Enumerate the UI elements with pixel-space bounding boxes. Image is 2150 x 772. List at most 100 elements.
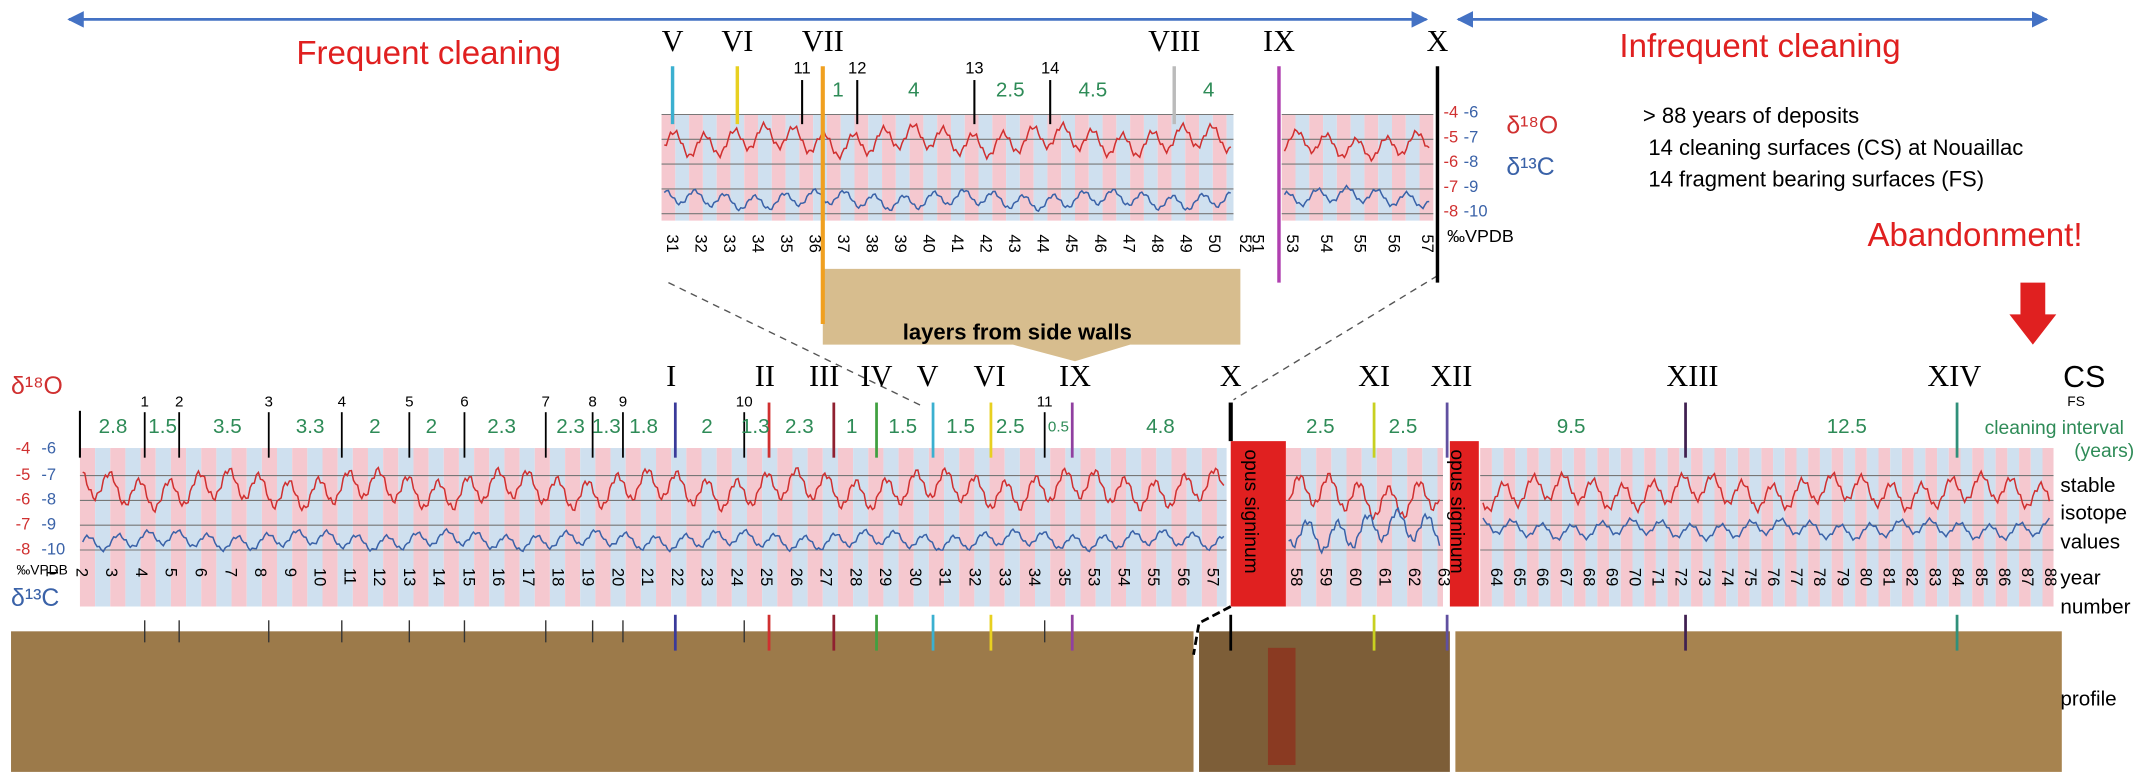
d13c-tick: -6: [41, 439, 56, 458]
interval-unit: (years): [2074, 441, 2134, 462]
interval: 0.5: [1048, 418, 1069, 435]
year-number: 45: [1062, 234, 1081, 252]
year-stripe: [1035, 448, 1051, 607]
cleaning-number: 7: [542, 394, 550, 411]
year-number: 7: [221, 568, 240, 577]
year-stripe: [898, 448, 914, 607]
year-stripe: [792, 448, 808, 607]
year-number: 52: [1236, 234, 1255, 252]
fs-label: FS: [2067, 394, 2085, 409]
year-number: 53: [1283, 234, 1302, 252]
year-stripe: [1212, 114, 1227, 221]
surface-label: XI: [1358, 359, 1390, 393]
d13c-tick: -10: [1464, 202, 1488, 221]
year-stripe: [1186, 448, 1202, 607]
year-number: 76: [1764, 568, 1783, 586]
year-stripe: [1216, 448, 1227, 607]
year-stripe: [443, 448, 459, 607]
year-number: 57: [1204, 568, 1223, 586]
year-stripe: [822, 448, 838, 607]
year-stripe: [549, 448, 566, 607]
year-number: 47: [1119, 234, 1138, 252]
year-number: 73: [1695, 568, 1714, 586]
year-stripe: [1749, 448, 1762, 607]
year-number: 4: [132, 568, 151, 577]
year-stripe: [1006, 114, 1020, 221]
year-stripe: [701, 448, 717, 607]
year-number: 62: [1405, 568, 1424, 586]
surface-label: V: [917, 359, 939, 393]
year-number: 3: [102, 568, 121, 577]
year-stripe: [1972, 448, 1984, 607]
year-number: 54: [1114, 568, 1133, 586]
year-number: 66: [1533, 568, 1552, 586]
year-stripe: [671, 448, 687, 607]
surface-label: VII: [802, 24, 844, 58]
row-label: stable: [2060, 474, 2115, 497]
interval: 1.8: [629, 415, 658, 438]
year-stripe: [1295, 114, 1310, 221]
year-number: 51: [1249, 234, 1268, 252]
year-number: 15: [459, 568, 478, 586]
year-stripe: [110, 448, 126, 607]
year-stripe: [1784, 448, 1797, 607]
year-stripe: [853, 448, 869, 607]
interval: 4: [908, 79, 920, 102]
year-stripe: [2030, 448, 2043, 607]
photo-label: layers from side walls: [903, 319, 1132, 344]
d13c-label: δ¹³C: [11, 585, 59, 612]
year-number: 34: [748, 234, 767, 252]
year-number: 86: [1995, 568, 2014, 586]
photo-segment: [1455, 631, 2062, 772]
interval-label: cleaning interval: [1985, 418, 2124, 439]
interval: 2.8: [99, 415, 128, 438]
year-stripe: [216, 448, 232, 607]
year-number: 67: [1556, 568, 1575, 586]
year-stripe: [1391, 448, 1408, 607]
year-stripe: [1075, 114, 1089, 221]
year-stripe: [1422, 448, 1438, 607]
abandonment-label: Abandonment!: [1867, 217, 2082, 254]
interval: 2.5: [996, 415, 1025, 438]
year-number: 25: [757, 568, 776, 586]
year-number: 70: [1626, 568, 1645, 586]
year-stripe: [246, 448, 262, 607]
year-stripe: [1331, 448, 1347, 607]
year-stripe: [1843, 448, 1856, 607]
year-number: 28: [846, 568, 865, 586]
year-stripe: [978, 114, 993, 221]
surface-label: VIII: [1148, 24, 1200, 58]
year-stripe: [1199, 114, 1213, 221]
cleaning-number: 11: [1037, 394, 1053, 411]
year-stripe: [1110, 448, 1126, 607]
year-stripe: [1419, 114, 1434, 221]
year-stripe: [1527, 448, 1539, 607]
year-number: 71: [1649, 568, 1668, 586]
year-stripe: [1391, 114, 1406, 221]
year-number: 22: [668, 568, 687, 586]
interval: 2.5: [996, 79, 1025, 102]
year-stripe: [686, 448, 702, 607]
year-stripe: [731, 448, 747, 607]
year-stripe: [367, 448, 384, 607]
year-stripe: [1925, 448, 1938, 607]
d18o-tick: -8: [16, 539, 31, 558]
year-number: 31: [936, 568, 955, 586]
year-stripe: [489, 448, 505, 607]
year-number: 84: [1949, 568, 1968, 586]
year-stripe: [1185, 114, 1200, 221]
cleaning-number: 4: [338, 394, 346, 411]
interval: 12.5: [1827, 415, 1867, 438]
year-stripe: [186, 448, 202, 607]
surface-label: X: [1427, 24, 1449, 58]
year-number: 11: [340, 568, 359, 585]
d18o-tick: -6: [16, 490, 31, 509]
year-number: 16: [489, 568, 508, 586]
year-stripe: [1309, 114, 1324, 221]
year-stripe: [1157, 114, 1172, 221]
year-number: 29: [876, 568, 895, 586]
section-label: Infrequent cleaning: [1619, 28, 1900, 65]
year-number: 34: [1025, 568, 1044, 586]
year-number: 55: [1144, 568, 1163, 586]
